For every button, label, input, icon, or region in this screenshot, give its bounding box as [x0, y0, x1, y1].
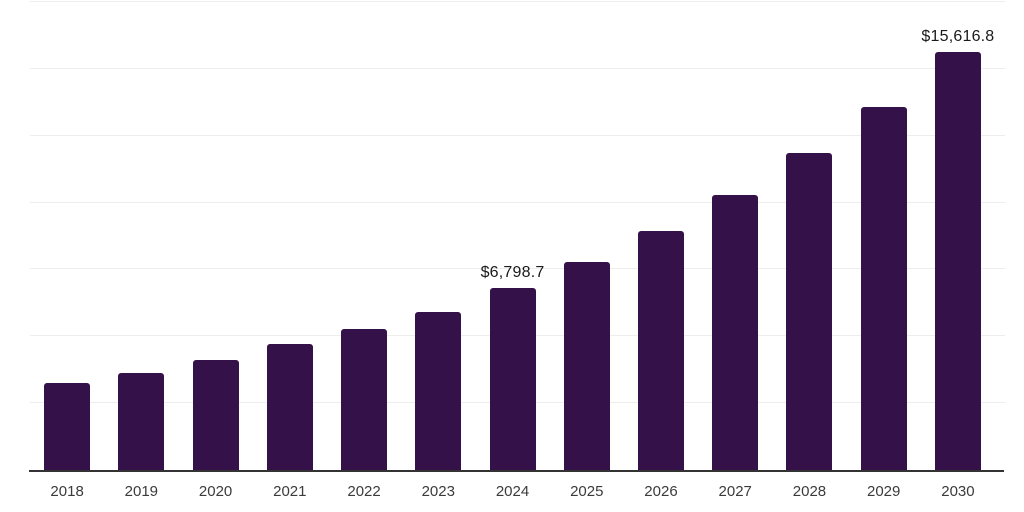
x-tick-label-2029: 2029 [867, 483, 901, 500]
x-tick-label-2027: 2027 [718, 483, 752, 500]
bar-2018 [44, 382, 91, 470]
x-tick-label-2019: 2019 [124, 483, 159, 500]
bar-2029 [860, 106, 907, 470]
x-tick-label-2030: 2030 [941, 483, 975, 500]
data-label-2030: $15,616.8 [921, 28, 995, 46]
bar-slot-2030: $15,616.8 [921, 2, 995, 470]
bar-2022 [341, 328, 388, 470]
gridline [30, 1, 1005, 2]
bars-container: $6,798.7 $15,616.8 [30, 2, 995, 470]
gridline [30, 268, 1005, 270]
bar-2023 [415, 311, 462, 470]
x-tick-label-2018: 2018 [50, 483, 84, 500]
bar-slot-2025 [550, 2, 624, 470]
x-tick-label-2023: 2023 [421, 483, 455, 500]
bar-slot-2029 [847, 2, 921, 470]
x-tick-label-2020: 2020 [198, 483, 233, 500]
x-tick-label-2026: 2026 [644, 483, 678, 500]
bar-slot-2019 [104, 2, 178, 470]
x-axis-line [29, 470, 1004, 472]
bar-slot-2027 [698, 2, 772, 470]
data-label-2024: $6,798.7 [480, 264, 545, 282]
bar-slot-2022 [327, 2, 401, 470]
x-tick-label-2021: 2021 [273, 483, 307, 500]
bar-slot-2020 [178, 2, 252, 470]
bar-2024: $6,798.7 [481, 264, 544, 470]
x-tick-label-2025: 2025 [570, 483, 604, 500]
bar-2027 [712, 195, 759, 470]
gridline [30, 201, 1005, 203]
bar-2025 [563, 262, 610, 470]
x-tick-label-2024: 2024 [495, 483, 530, 500]
x-axis-tick-labels: 2018 2019 2020 2021 2022 2023 2024 2025 2026 2027… [30, 483, 995, 500]
bar-slot-2023 [401, 2, 475, 470]
gridline [30, 67, 1005, 69]
bar-2026 [637, 230, 684, 470]
bar-slot-2028 [772, 2, 846, 470]
bar-2019 [118, 372, 165, 470]
bar-2021 [266, 344, 313, 470]
bar-slot-2018 [30, 2, 104, 470]
bar-2030: $15,616.8 [921, 28, 994, 470]
bar-2020 [192, 359, 239, 470]
bar-slot-2021 [253, 2, 327, 470]
x-tick-label-2022: 2022 [347, 483, 381, 500]
gridline [30, 134, 1005, 136]
bar-slot-2026 [624, 2, 698, 470]
bar-2028 [786, 153, 833, 470]
x-tick-label-2028: 2028 [792, 483, 827, 500]
bar-slot-2024: $6,798.7 [475, 2, 549, 470]
